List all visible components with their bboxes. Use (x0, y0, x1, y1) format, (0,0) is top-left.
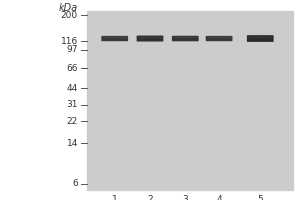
Text: 2: 2 (147, 195, 153, 200)
Text: 6: 6 (72, 179, 78, 188)
Text: 5: 5 (257, 195, 263, 200)
Text: 31: 31 (67, 100, 78, 109)
Text: 44: 44 (67, 84, 78, 93)
Text: 66: 66 (67, 64, 78, 73)
Text: kDa: kDa (59, 3, 78, 13)
Text: 4: 4 (216, 195, 222, 200)
Text: 1: 1 (112, 195, 118, 200)
FancyBboxPatch shape (247, 35, 274, 42)
Text: 116: 116 (61, 37, 78, 46)
FancyBboxPatch shape (101, 36, 128, 41)
FancyBboxPatch shape (172, 36, 199, 41)
FancyBboxPatch shape (136, 36, 164, 42)
FancyBboxPatch shape (206, 36, 232, 41)
Text: 22: 22 (67, 117, 78, 126)
Text: 14: 14 (67, 139, 78, 148)
Bar (87, 11, 292, 190)
Text: 97: 97 (67, 45, 78, 54)
Text: 3: 3 (182, 195, 188, 200)
Text: 200: 200 (61, 11, 78, 20)
